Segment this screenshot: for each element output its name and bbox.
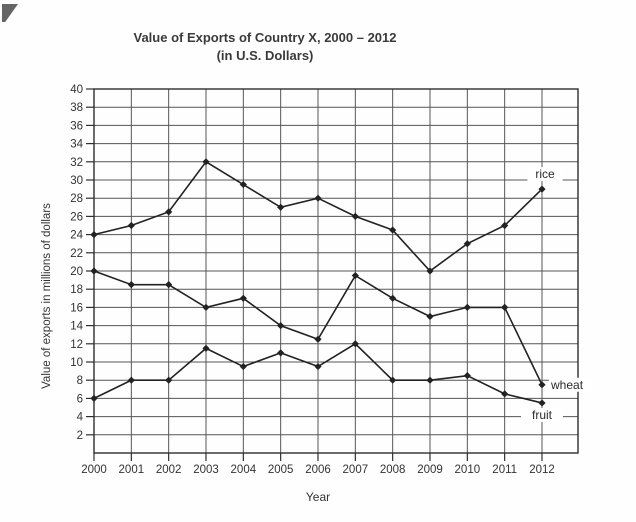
wheat-marker <box>501 303 509 311</box>
x-tick-label: 2009 <box>417 464 443 476</box>
fruit-marker <box>426 376 434 384</box>
rice-marker <box>202 158 210 166</box>
fruit-marker <box>351 340 359 348</box>
rice-marker <box>277 203 285 211</box>
x-tick-label: 2002 <box>156 464 182 476</box>
y-axis-title: Value of exports in millions of dollars <box>41 203 53 389</box>
fruit-marker <box>463 372 471 380</box>
y-tick-label: 30 <box>70 175 83 187</box>
rice-marker <box>165 208 173 216</box>
fruit-marker <box>202 344 210 352</box>
fruit-label-bg <box>521 407 563 422</box>
rice-marker <box>239 180 247 189</box>
y-tick-label: 28 <box>70 193 83 205</box>
fruit-marker <box>501 390 509 398</box>
wheat-marker <box>277 322 285 330</box>
fruit-label: fruit <box>532 408 553 422</box>
chart-title-block: Value of Exports of Country X, 2000 – 20… <box>0 30 530 64</box>
y-tick-label: 4 <box>77 412 84 424</box>
y-tick-label: 8 <box>77 375 83 387</box>
x-tick-label: 2004 <box>231 464 257 476</box>
chart-title: Value of Exports of Country X, 2000 – 20… <box>133 30 397 45</box>
x-tick-label: 2000 <box>81 464 107 476</box>
rice-marker <box>314 194 322 202</box>
wheat-marker <box>463 303 471 311</box>
y-tick-label: 2 <box>77 430 83 442</box>
fruit-marker <box>90 394 98 402</box>
x-tick-label: 2010 <box>455 464 481 476</box>
rice-marker <box>127 221 135 230</box>
y-tick-label: 24 <box>70 230 83 242</box>
y-tick-label: 36 <box>70 120 83 132</box>
fruit-marker <box>239 362 247 371</box>
x-tick-label: 2001 <box>119 464 145 476</box>
rice-marker <box>426 267 434 275</box>
wheat-marker <box>202 303 210 311</box>
rice-marker <box>463 240 471 248</box>
fruit-marker <box>277 349 285 357</box>
y-tick-label: 16 <box>70 302 83 314</box>
y-tick-label: 12 <box>70 339 83 351</box>
wheat-marker <box>239 294 247 302</box>
wheat-marker <box>314 335 322 343</box>
wheat-marker <box>426 312 434 321</box>
y-tick-label: 34 <box>70 139 83 151</box>
rice-label-bg <box>527 167 563 182</box>
y-tick-label: 18 <box>70 284 83 296</box>
rice-marker <box>389 226 397 234</box>
chart-subtitle: (in U.S. Dollars) <box>216 48 314 63</box>
wheat-marker <box>165 281 173 289</box>
fruit-marker <box>127 376 135 384</box>
wheat-marker <box>351 271 359 280</box>
y-tick-label: 22 <box>70 248 83 260</box>
x-tick-label: 2008 <box>380 464 406 476</box>
y-tick-label: 20 <box>70 266 83 278</box>
fruit-marker <box>538 399 546 407</box>
y-tick-label: 14 <box>70 321 83 333</box>
x-tick-label: 2011 <box>492 464 517 476</box>
wheat-label: wheat <box>550 378 584 392</box>
wheat-marker <box>389 294 397 302</box>
y-tick-label: 10 <box>70 357 83 369</box>
y-tick-label: 6 <box>77 393 83 405</box>
x-tick-label: 2003 <box>193 464 219 476</box>
rice-marker <box>501 221 509 230</box>
x-tick-label: 2006 <box>305 464 331 476</box>
rice-marker <box>90 231 98 239</box>
y-tick-label: 40 <box>70 84 83 96</box>
fruit-marker <box>389 376 397 384</box>
y-tick-label: 38 <box>70 102 83 114</box>
wheat-label-bg <box>549 377 591 392</box>
wheat-marker <box>127 281 135 289</box>
fruit-marker <box>314 362 322 371</box>
rice-marker <box>538 185 546 193</box>
x-tick-label: 2005 <box>268 464 294 476</box>
x-tick-label: 2012 <box>529 464 555 476</box>
fruit-marker <box>165 376 173 384</box>
wheat-marker <box>90 267 98 275</box>
y-tick-label: 32 <box>70 157 83 169</box>
x-axis-title: Year <box>306 490 330 504</box>
x-tick-label: 2007 <box>343 464 369 476</box>
rice-label: rice <box>535 167 555 181</box>
rice-marker <box>351 212 359 220</box>
wheat-marker <box>538 381 546 389</box>
y-tick-label: 26 <box>70 211 83 223</box>
